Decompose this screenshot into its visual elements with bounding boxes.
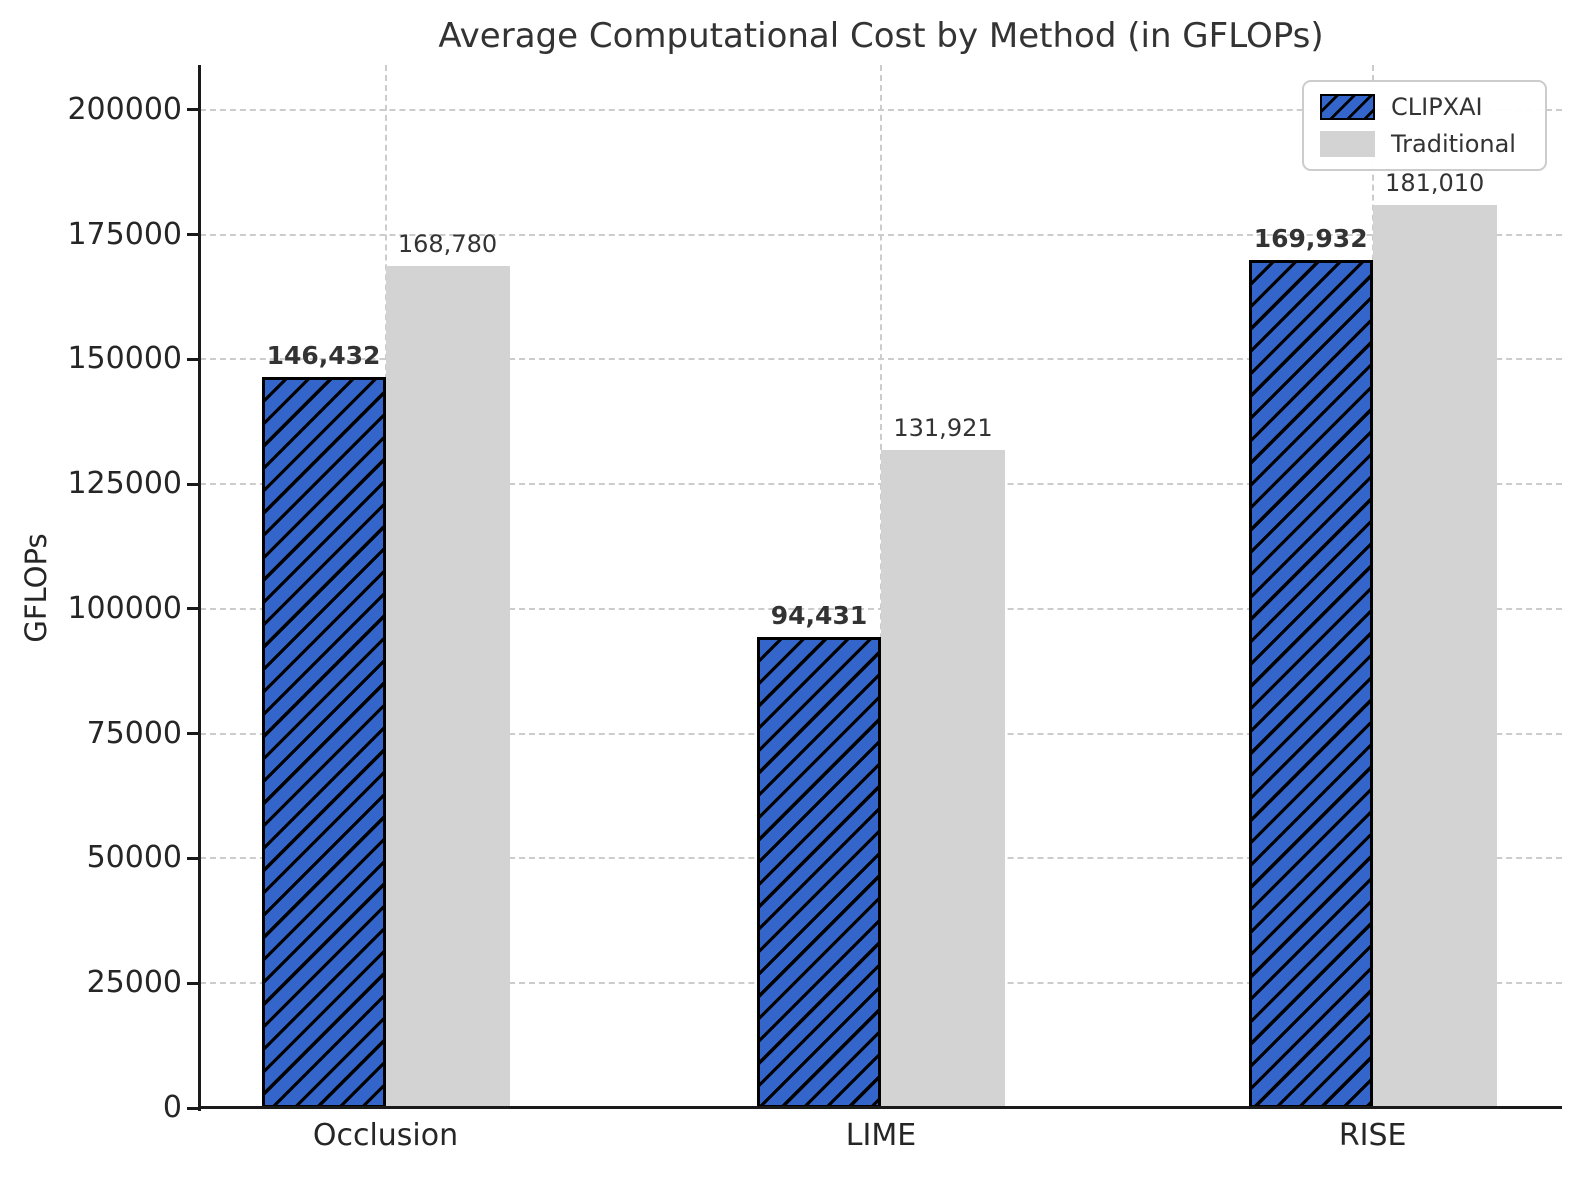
y-tick-label: 0 xyxy=(162,1090,182,1125)
bar-value-label-clipxai-occlusion: 146,432 xyxy=(266,341,381,371)
y-axis-tick xyxy=(187,108,200,112)
y-tick-label: 175000 xyxy=(67,216,182,252)
bar-traditional-lime xyxy=(881,449,1005,1108)
legend-swatch-clipxai xyxy=(1320,94,1375,120)
bar-clipxai-rise xyxy=(1248,259,1373,1108)
y-tick-label: 75000 xyxy=(86,715,182,751)
bar-traditional-rise xyxy=(1372,204,1497,1108)
x-axis-spine xyxy=(198,1106,1562,1109)
legend-label-traditional: Traditional xyxy=(1391,130,1516,158)
y-tick-label: 50000 xyxy=(86,840,182,876)
y-tick-label: 125000 xyxy=(67,466,182,502)
x-tick-label-rise: RISE xyxy=(1338,1118,1407,1153)
y-tick-label: 150000 xyxy=(67,341,182,377)
y-axis-tick xyxy=(187,856,200,860)
plot-area xyxy=(200,65,1562,1108)
y-axis-tick xyxy=(187,981,200,985)
y-axis-tick xyxy=(187,1106,200,1110)
legend-item-traditional: Traditional xyxy=(1320,130,1529,158)
x-tick-label-occlusion: Occlusion xyxy=(312,1118,459,1153)
bar-clipxai-occlusion xyxy=(261,377,386,1108)
bar-value-label-traditional-lime: 131,921 xyxy=(893,413,993,442)
bar-value-label-clipxai-rise: 169,932 xyxy=(1253,223,1368,253)
y-axis-tick xyxy=(187,482,200,486)
y-axis-tick xyxy=(187,732,200,736)
bar-value-label-traditional-occlusion: 168,780 xyxy=(397,229,498,258)
chart-title: Average Computational Cost by Method (in… xyxy=(438,16,1324,56)
y-axis-spine xyxy=(198,65,201,1111)
y-axis-tick xyxy=(187,233,200,237)
bar-value-label-clipxai-lime: 94,431 xyxy=(770,600,868,630)
y-axis-tick xyxy=(187,357,200,361)
y-tick-label: 25000 xyxy=(86,965,182,1001)
bar-traditional-occlusion xyxy=(385,265,510,1108)
legend-label-clipxai: CLIPXAI xyxy=(1391,93,1483,121)
y-tick-label: 100000 xyxy=(67,590,182,626)
legend-swatch-traditional xyxy=(1320,131,1375,157)
bar-clipxai-lime xyxy=(757,636,881,1108)
y-tick-label: 200000 xyxy=(67,91,182,127)
y-axis-label: GFLOPs xyxy=(19,533,53,643)
bar-value-label-traditional-rise: 181,010 xyxy=(1385,168,1485,197)
legend-item-clipxai: CLIPXAI xyxy=(1320,93,1529,121)
legend: CLIPXAI Traditional xyxy=(1302,80,1547,171)
y-axis-tick xyxy=(187,607,200,611)
x-tick-label-lime: LIME xyxy=(845,1118,917,1153)
